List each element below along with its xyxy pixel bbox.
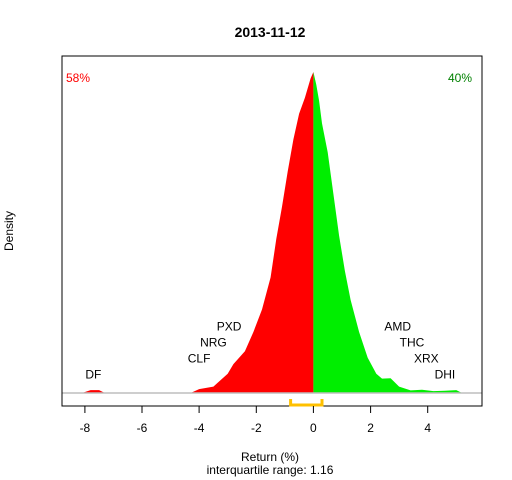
x-axis: -8 -6 -4 -2 0 2 4 (80, 406, 431, 435)
negative-share-label: 58% (66, 71, 90, 85)
density-areas (82, 72, 462, 393)
x-tick-label: 4 (424, 421, 431, 435)
positive-share-label: 40% (448, 71, 472, 85)
positive-density-area (313, 72, 462, 393)
x-tick-label: 0 (310, 421, 317, 435)
x-axis-label: Return (%) (241, 450, 299, 464)
ticker-annotations: DF CLF NRG PXD AMD THC XRX DHI (85, 319, 455, 381)
chart-title: 2013-11-12 (235, 24, 306, 40)
plot-frame (61, 55, 483, 407)
x-tick-label: 2 (367, 421, 374, 435)
x-tick-label: -8 (80, 421, 91, 435)
annotation-dhi: DHI (435, 368, 456, 382)
iqr-subtitle: interquartile range: 1.16 (207, 463, 334, 477)
annotation-amd: AMD (384, 319, 411, 333)
negative-density-area (82, 72, 314, 393)
annotation-clf: CLF (188, 352, 211, 366)
iqr-bracket-line (289, 399, 324, 407)
x-tick-label: -6 (137, 421, 148, 435)
annotation-pxd: PXD (217, 319, 242, 333)
annotation-nrg: NRG (200, 336, 227, 350)
annotation-df: DF (85, 368, 101, 382)
iqr-bracket (289, 399, 324, 407)
x-tick-label: -4 (194, 421, 205, 435)
y-axis-label: Density (2, 211, 16, 251)
annotation-thc: THC (400, 336, 425, 350)
x-tick-label: -2 (251, 421, 262, 435)
annotation-xrx: XRX (414, 352, 439, 366)
